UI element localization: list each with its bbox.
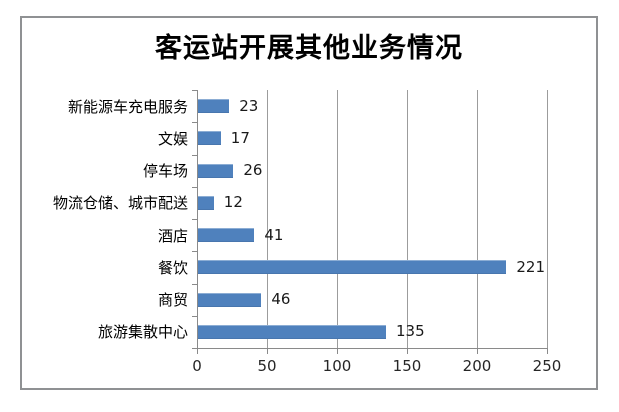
bar bbox=[197, 163, 234, 178]
category-axis-tick bbox=[192, 186, 197, 188]
bar-row: 新能源车充电服务 23 bbox=[68, 90, 547, 122]
bar-row: 停车场 26 bbox=[143, 155, 547, 187]
bar bbox=[197, 324, 386, 339]
x-tick-label: 250 bbox=[532, 357, 562, 375]
gridline bbox=[267, 90, 268, 348]
bar bbox=[197, 131, 221, 146]
bar-row: 旅游集散中心 135 bbox=[98, 316, 547, 348]
bar-data-label: 23 bbox=[239, 96, 259, 115]
category-axis-tick bbox=[192, 90, 197, 91]
category-axis-tick bbox=[192, 251, 197, 253]
value-axis-tick bbox=[267, 349, 268, 354]
category-axis-tick bbox=[192, 219, 197, 220]
gridline bbox=[337, 90, 338, 348]
chart-title: 客运站开展其他业务情况 bbox=[155, 33, 463, 64]
value-axis-tick bbox=[407, 349, 408, 354]
bar-data-label: 135 bbox=[396, 322, 425, 341]
bar-row: 酒店 41 bbox=[158, 219, 547, 251]
bar bbox=[197, 292, 262, 307]
bar bbox=[197, 228, 255, 243]
x-tick-label: 150 bbox=[392, 357, 422, 375]
gridline bbox=[477, 90, 478, 348]
plot-area: 新能源车充电服务 23 文娱 17 停车场 26 物流仓储、城市配送 12 酒店 41 餐饮 221 商… bbox=[53, 90, 548, 348]
x-tick-label: 200 bbox=[462, 357, 492, 375]
value-axis-line bbox=[197, 348, 548, 349]
bar-row: 商贸 46 bbox=[158, 284, 547, 316]
bar bbox=[197, 195, 214, 210]
category-axis-tick bbox=[192, 122, 197, 124]
x-tick-label: 50 bbox=[257, 357, 277, 375]
chart-frame: 客运站开展其他业务情况 新能源车充电服务 23 文娱 17 停车场 26 物流仓储、城市配送… bbox=[20, 16, 598, 390]
value-axis-tick bbox=[547, 349, 548, 354]
category-axis-tick bbox=[192, 283, 197, 285]
gridline bbox=[547, 90, 548, 348]
bar bbox=[197, 260, 507, 275]
category-label: 停车场 bbox=[142, 162, 188, 181]
category-label: 旅游集散中心 bbox=[97, 323, 188, 342]
category-axis-tick bbox=[192, 154, 197, 156]
category-label: 文娱 bbox=[157, 129, 188, 148]
x-tick-label: 0 bbox=[192, 357, 202, 375]
category-axis-line bbox=[197, 90, 198, 349]
value-axis-tick bbox=[477, 349, 478, 354]
x-tick-label: 100 bbox=[322, 357, 352, 375]
bar-data-label: 17 bbox=[230, 128, 250, 147]
category-label: 酒店 bbox=[157, 226, 188, 245]
value-axis-tick bbox=[197, 349, 198, 354]
bar-row: 文娱 17 bbox=[158, 122, 547, 154]
category-label: 餐饮 bbox=[157, 258, 188, 277]
bar-data-label: 41 bbox=[264, 225, 284, 244]
bar-data-label: 12 bbox=[223, 193, 243, 212]
bar-data-label: 46 bbox=[271, 290, 291, 309]
category-axis-tick bbox=[192, 348, 197, 349]
bar-row: 物流仓储、城市配送 12 bbox=[53, 187, 547, 219]
category-label: 商贸 bbox=[157, 291, 188, 310]
gridline bbox=[407, 90, 408, 348]
bar-data-label: 26 bbox=[243, 161, 263, 180]
category-axis-tick bbox=[192, 315, 197, 317]
bar bbox=[197, 99, 230, 114]
value-axis-tick bbox=[337, 349, 338, 354]
bar-row: 餐饮 221 bbox=[158, 251, 547, 283]
category-label: 新能源车充电服务 bbox=[67, 97, 188, 116]
category-label: 物流仓储、城市配送 bbox=[52, 194, 188, 213]
bar-data-label: 221 bbox=[516, 257, 546, 276]
